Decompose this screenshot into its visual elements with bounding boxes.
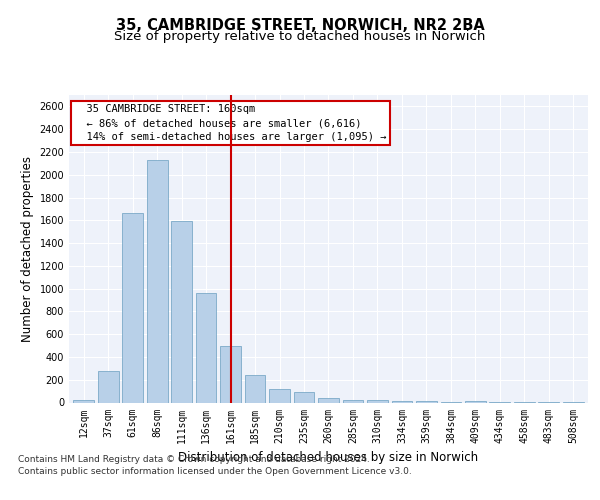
Bar — [245, 375, 265, 402]
Text: Contains HM Land Registry data © Crown copyright and database right 2024.: Contains HM Land Registry data © Crown c… — [18, 455, 370, 464]
Bar — [343, 400, 364, 402]
Text: 35 CAMBRIDGE STREET: 160sqm
  ← 86% of detached houses are smaller (6,616)
  14%: 35 CAMBRIDGE STREET: 160sqm ← 86% of det… — [74, 104, 386, 142]
Bar — [196, 293, 217, 403]
Text: Size of property relative to detached houses in Norwich: Size of property relative to detached ho… — [115, 30, 485, 43]
Text: Contains public sector information licensed under the Open Government Licence v3: Contains public sector information licen… — [18, 467, 412, 476]
Bar — [293, 392, 314, 402]
Bar — [220, 346, 241, 403]
Bar — [269, 389, 290, 402]
Bar — [367, 400, 388, 402]
Bar — [171, 222, 192, 402]
Bar — [465, 401, 486, 402]
X-axis label: Distribution of detached houses by size in Norwich: Distribution of detached houses by size … — [178, 451, 479, 464]
Bar — [98, 370, 119, 402]
Text: 35, CAMBRIDGE STREET, NORWICH, NR2 2BA: 35, CAMBRIDGE STREET, NORWICH, NR2 2BA — [116, 18, 484, 32]
Y-axis label: Number of detached properties: Number of detached properties — [21, 156, 34, 342]
Bar — [147, 160, 167, 402]
Bar — [392, 401, 412, 402]
Bar — [318, 398, 339, 402]
Bar — [122, 214, 143, 402]
Bar — [73, 400, 94, 402]
